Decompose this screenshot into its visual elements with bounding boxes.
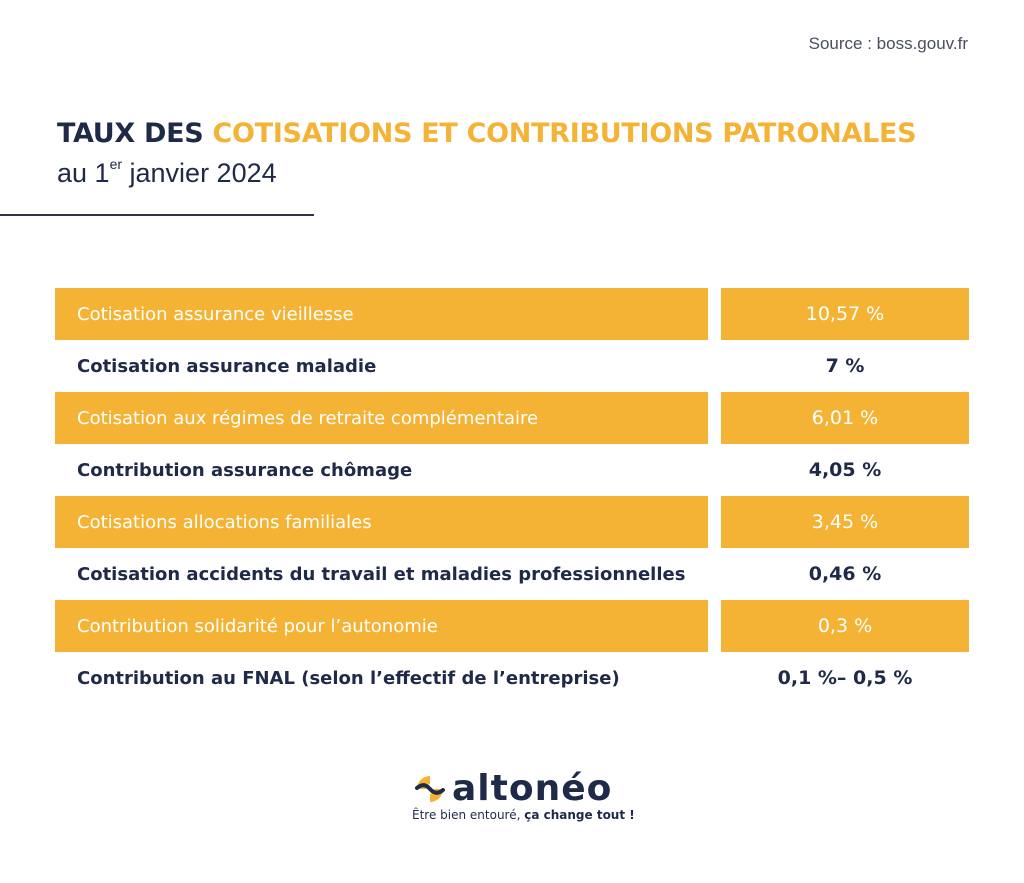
source-text: Source : boss.gouv.fr	[808, 34, 968, 53]
table-row: Contribution assurance chômage 4,05 %	[55, 444, 969, 496]
subtitle-prefix: au 1	[57, 158, 110, 188]
page-title: TAUX DES COTISATIONS ET CONTRIBUTIONS PA…	[57, 118, 917, 149]
rates-table: Cotisation assurance vieillesse 10,57 % Co…	[55, 288, 969, 704]
table-row: Cotisation assurance vieillesse 10,57 %	[55, 288, 969, 340]
logo-wordmark: altonéo	[452, 768, 613, 809]
row-label: Cotisations allocations familiales	[55, 496, 708, 548]
table-row: Cotisation assurance maladie 7 %	[55, 340, 969, 392]
tagline-bold: ça change tout !	[524, 808, 635, 822]
table-row: Cotisations allocations familiales 3,45 %	[55, 496, 969, 548]
logo: altonéo	[414, 768, 612, 809]
row-value: 7 %	[825, 355, 865, 377]
row-value: 6,01 %	[721, 392, 969, 444]
subtitle-suffix: janvier 2024	[122, 158, 277, 188]
row-value: 3,45 %	[721, 496, 969, 548]
logo-swoosh-icon	[415, 775, 445, 802]
tagline: Être bien entouré, ça change tout !	[412, 808, 635, 822]
row-label: Cotisation aux régimes de retraite compl…	[55, 392, 708, 444]
table-row: Cotisation accidents du travail et malad…	[55, 548, 969, 600]
table-row: Contribution solidarité pour l’autonomie…	[55, 600, 969, 652]
row-label: Cotisation assurance maladie	[77, 355, 377, 377]
tagline-regular: Être bien entouré,	[412, 808, 525, 822]
row-value: 0,3 %	[721, 600, 969, 652]
row-label: Cotisation assurance vieillesse	[55, 288, 708, 340]
divider	[0, 214, 314, 216]
row-label: Contribution solidarité pour l’autonomie	[55, 600, 708, 652]
row-value: 0,1 %– 0,5 %	[777, 667, 913, 689]
subtitle-sup: er	[109, 156, 123, 172]
table-row: Contribution au FNAL (selon l’effectif d…	[55, 652, 969, 704]
row-label: Cotisation accidents du travail et malad…	[77, 563, 686, 585]
table-row: Cotisation aux régimes de retraite compl…	[55, 392, 969, 444]
title-part-2: COTISATIONS ET CONTRIBUTIONS PATRONALES	[212, 118, 917, 149]
row-label: Contribution au FNAL (selon l’effectif d…	[77, 667, 620, 689]
row-value: 4,05 %	[808, 459, 882, 481]
title-part-1: TAUX DES	[57, 118, 213, 149]
page-subtitle: au 1er janvier 2024	[57, 156, 277, 189]
row-label: Contribution assurance chômage	[77, 459, 413, 481]
row-value: 0,46 %	[808, 563, 882, 585]
row-value: 10,57 %	[721, 288, 969, 340]
